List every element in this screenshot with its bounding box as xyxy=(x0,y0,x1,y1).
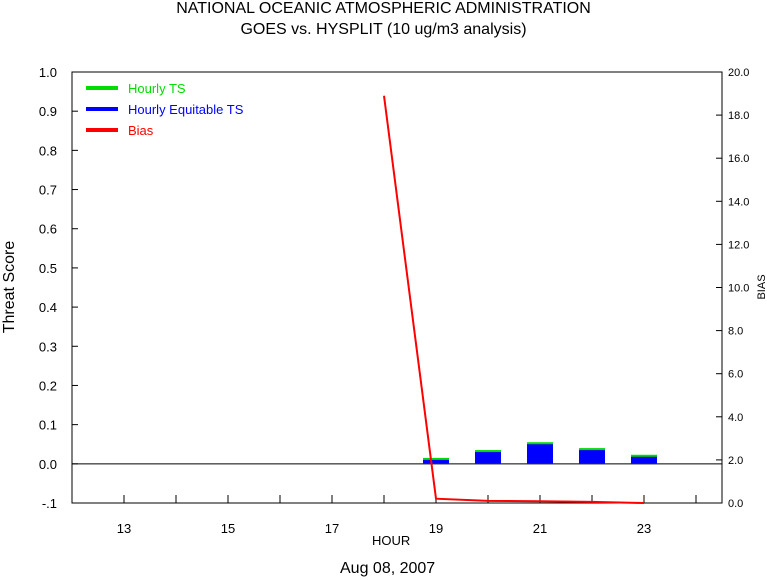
y-tick-label: 0.9 xyxy=(39,104,57,119)
date-label: Aug 08, 2007 xyxy=(340,560,436,577)
chart-subtitle: GOES vs. HYSPLIT (10 ug/m3 analysis) xyxy=(240,21,527,38)
legend-label: Bias xyxy=(128,123,154,138)
y-tick-label: -.1 xyxy=(42,496,57,511)
x-tick-label: 13 xyxy=(117,521,131,536)
y2-axis-label: BIAS xyxy=(756,274,767,300)
bias-line xyxy=(383,95,645,504)
x-tick-label: 17 xyxy=(325,521,339,536)
y2-tick-label: 16.0 xyxy=(728,153,749,165)
y-axis-label: Threat Score xyxy=(1,240,18,334)
y-tick-label: 0.0 xyxy=(39,457,57,472)
y-tick-label: 0.1 xyxy=(39,418,57,433)
x-tick-label: 21 xyxy=(533,521,547,536)
x-tick-label: 23 xyxy=(637,521,651,536)
chart-title: NATIONAL OCEANIC ATMOSPHERIC ADMINISTRAT… xyxy=(176,0,591,17)
ets-bar xyxy=(475,452,501,464)
y2-tick-label: 2.0 xyxy=(728,455,743,467)
y-tick-label: 1.0 xyxy=(39,65,57,80)
y-tick-label: 0.3 xyxy=(39,339,57,354)
y2-tick-label: 14.0 xyxy=(728,196,749,208)
y2-tick-label: 0.0 xyxy=(728,498,743,510)
legend-label: Hourly TS xyxy=(128,81,186,96)
ets-bar xyxy=(423,459,449,464)
ets-bar xyxy=(527,444,553,464)
y2-tick-label: 6.0 xyxy=(728,369,743,381)
y-tick-label: 0.4 xyxy=(39,300,57,315)
y-tick-label: 0.8 xyxy=(39,143,57,158)
y-tick-label: 0.6 xyxy=(39,222,57,237)
ets-bar xyxy=(631,456,657,464)
y2-tick-label: 10.0 xyxy=(728,283,749,295)
y2-tick-label: 12.0 xyxy=(728,239,749,251)
ets-bar xyxy=(579,450,605,464)
y-tick-label: 0.5 xyxy=(39,261,57,276)
y-tick-label: 0.2 xyxy=(39,378,57,393)
y2-tick-label: 8.0 xyxy=(728,326,743,338)
x-axis-label: HOUR xyxy=(372,533,411,548)
x-tick-label: 19 xyxy=(429,521,443,536)
plot-frame xyxy=(71,71,723,504)
legend-label: Hourly Equitable TS xyxy=(128,102,244,117)
y2-tick-label: 20.0 xyxy=(728,67,749,79)
y2-tick-label: 4.0 xyxy=(728,412,743,424)
y-tick-label: 0.7 xyxy=(39,183,57,198)
y2-tick-label: 18.0 xyxy=(728,110,749,122)
x-tick-label: 15 xyxy=(221,521,235,536)
